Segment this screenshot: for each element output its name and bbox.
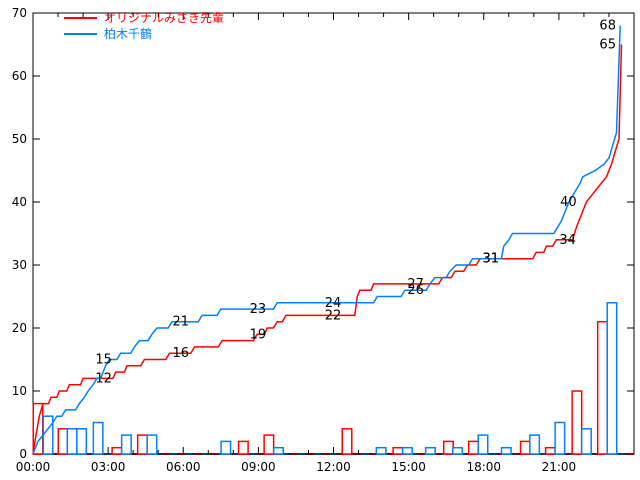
legend-label-blue: 柏木千鶴 (104, 27, 153, 41)
blue-interval-bar (554, 421, 566, 455)
x-tick-label: 21:00 (542, 460, 577, 474)
legend: オリジナルみさき先輩 柏木千鶴 (64, 10, 224, 42)
legend-item-series-red: オリジナルみさき先輩 (64, 10, 224, 26)
value-label: 34 (559, 233, 576, 248)
blue-interval-bar (451, 446, 463, 455)
x-tick-label: 12:00 (316, 460, 351, 474)
legend-label-red: オリジナルみさき先輩 (104, 11, 225, 25)
blue-line-swatch (64, 33, 97, 35)
blue-interval-bar (92, 421, 104, 455)
y-tick-label: 20 (12, 321, 27, 335)
value-label: 26 (407, 283, 424, 298)
value-label: 22 (325, 308, 342, 323)
blue-interval-bar (76, 428, 88, 455)
blue-interval-bar (120, 434, 132, 455)
red-interval-bar (136, 434, 148, 455)
value-label: 16 (172, 346, 189, 361)
value-label: 31 (482, 252, 499, 267)
x-tick-label: 06:00 (166, 460, 201, 474)
blue-interval-bar (66, 428, 78, 455)
y-tick-label: 70 (12, 6, 27, 20)
blue-interval-bar (375, 446, 387, 455)
blue-cumulative-line (32, 25, 621, 455)
y-tick-label: 50 (12, 132, 27, 146)
legend-item-series-blue: 柏木千鶴 (64, 26, 224, 42)
value-label: 19 (250, 327, 267, 342)
value-label: 12 (95, 371, 112, 386)
value-label: 15 (95, 353, 112, 368)
x-tick-label: 15:00 (391, 460, 426, 474)
red-interval-bar (111, 446, 123, 455)
blue-interval-bar (477, 434, 489, 455)
value-label: 68 (599, 19, 616, 34)
y-tick-label: 30 (12, 258, 27, 272)
value-label: 23 (250, 302, 267, 317)
blue-interval-bar (529, 434, 541, 455)
value-label: 40 (560, 195, 577, 210)
y-tick-label: 60 (12, 69, 27, 83)
red-interval-bar (263, 434, 275, 455)
red-interval-bar (571, 390, 583, 455)
blue-interval-bar (146, 434, 158, 455)
red-interval-bar (392, 446, 404, 455)
blue-interval-bar (42, 415, 54, 455)
value-label: 24 (325, 296, 342, 311)
red-cumulative-line (32, 44, 623, 455)
red-interval-bar (596, 320, 608, 455)
red-interval-bar (467, 440, 479, 455)
blue-interval-bar (272, 446, 284, 455)
red-interval-bar (237, 440, 249, 455)
blue-interval-bar (606, 302, 618, 455)
x-tick-label: 09:00 (241, 460, 276, 474)
value-label: 31 (482, 252, 499, 267)
blue-interval-bar (500, 446, 512, 455)
x-tick-label: 03:00 (91, 460, 126, 474)
blue-interval-bar (220, 440, 232, 455)
blue-interval-bar (580, 428, 592, 455)
red-interval-bar (57, 428, 69, 455)
y-tick-label: 40 (12, 195, 27, 209)
y-tick-label: 10 (12, 384, 27, 398)
x-tick-label: 00:00 (16, 460, 51, 474)
red-interval-bar (519, 440, 531, 455)
value-label: 65 (599, 38, 616, 53)
red-interval-bar (544, 446, 556, 455)
value-label: 27 (407, 277, 424, 292)
red-interval-bar (341, 428, 353, 455)
blue-interval-bar (424, 446, 436, 455)
value-label: 21 (172, 315, 189, 330)
x-tick-label: 18:00 (466, 460, 501, 474)
blue-interval-bar (401, 446, 413, 455)
y-tick-label: 0 (19, 447, 27, 461)
red-line-swatch (64, 17, 97, 19)
red-interval-bar (442, 440, 454, 455)
